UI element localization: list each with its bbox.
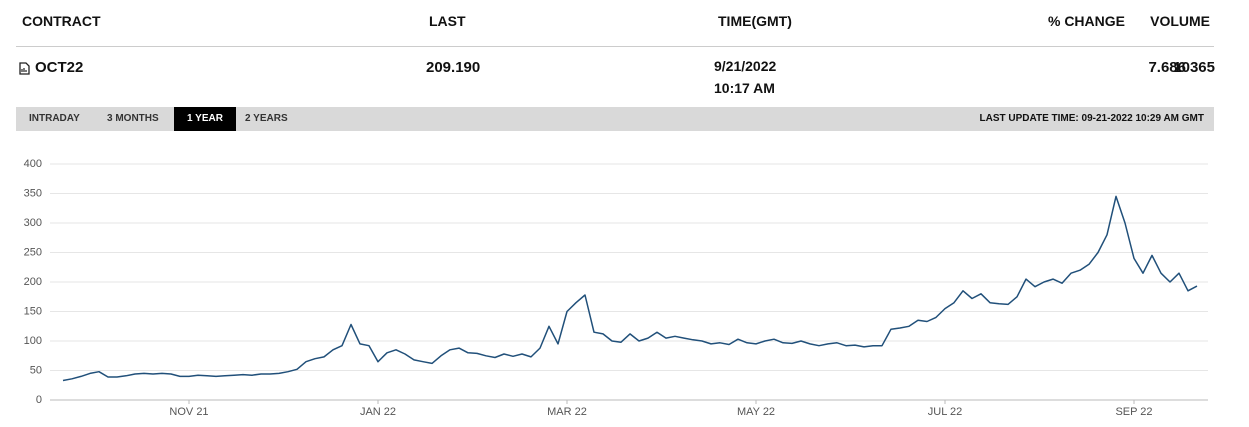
x-tick-label: MAY 22 xyxy=(737,406,775,418)
x-tick-label: JAN 22 xyxy=(360,406,396,418)
divider xyxy=(16,46,1214,47)
x-tick-label: MAR 22 xyxy=(547,406,587,418)
range-tab[interactable]: 1 YEAR xyxy=(174,107,236,131)
time-date: 9/21/2022 xyxy=(714,58,777,74)
range-tab[interactable]: 2 YEARS xyxy=(245,113,288,124)
price-line xyxy=(62,195,1198,382)
x-tick-label: JUL 22 xyxy=(928,406,962,418)
chart: 0 50 100 150 200 250 300 350 400 NOV 21 JAN 22 MAR … xyxy=(24,158,1208,418)
x-tick-label: NOV 21 xyxy=(169,406,208,418)
header-contract: CONTRACT xyxy=(22,13,101,29)
tab-bar: LAST UPDATE TIME: 09-21-2022 10:29 AM GM… xyxy=(16,107,1214,131)
change: 7.686 xyxy=(1148,59,1186,76)
header-volume: VOLUME xyxy=(1150,13,1210,29)
y-tick-label: 300 xyxy=(24,217,42,229)
y-tick-label: 400 xyxy=(24,158,42,170)
document-icon xyxy=(19,62,30,75)
header-time: TIME(GMT) xyxy=(718,13,792,29)
contract: OCT22 xyxy=(35,59,84,76)
y-tick-label: 150 xyxy=(24,305,42,317)
y-tick-label: 250 xyxy=(24,246,42,258)
header-change: % CHANGE xyxy=(1047,13,1125,29)
last: 209.190 xyxy=(426,59,481,76)
y-tick-label: 0 xyxy=(36,394,42,406)
y-tick-label: 200 xyxy=(24,276,42,288)
x-tick-label: SEP 22 xyxy=(1115,406,1152,418)
y-tick-label: 100 xyxy=(24,335,42,347)
header-last: LAST xyxy=(429,13,466,29)
y-tick-label: 350 xyxy=(24,187,42,199)
y-tick-label: 50 xyxy=(30,364,42,376)
time-clock: 10:17 AM xyxy=(714,80,775,96)
volume: 10365 xyxy=(1173,59,1215,76)
last-update: LAST UPDATE TIME: 09-21-2022 10:29 AM GM… xyxy=(979,113,1205,124)
range-tab[interactable]: INTRADAY xyxy=(29,113,80,124)
range-tab[interactable]: 3 MONTHS xyxy=(107,113,159,124)
